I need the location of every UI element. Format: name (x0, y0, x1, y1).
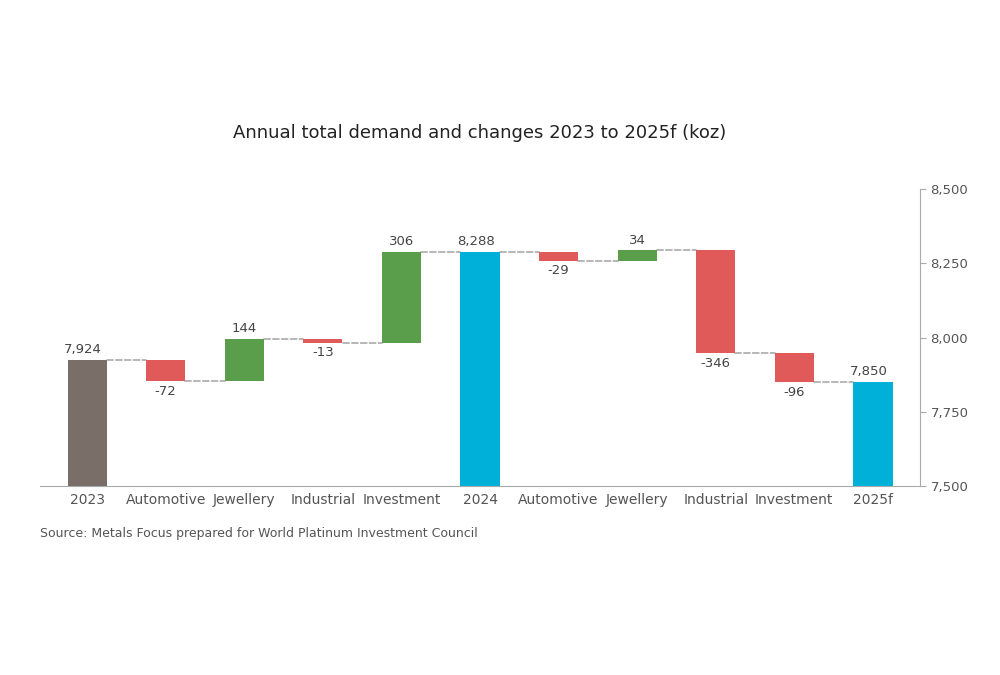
Text: 7,924: 7,924 (64, 343, 102, 356)
Text: -346: -346 (701, 357, 731, 370)
Text: Annual total demand and changes 2023 to 2025f (koz): Annual total demand and changes 2023 to … (233, 124, 727, 142)
Bar (539, 252, 578, 261)
Text: -13: -13 (312, 346, 334, 359)
Text: -29: -29 (548, 265, 569, 277)
Bar (68, 360, 107, 486)
Bar (460, 252, 500, 486)
Bar (225, 339, 264, 381)
Text: -96: -96 (784, 385, 805, 399)
Bar (696, 250, 735, 353)
Bar (146, 360, 185, 381)
Text: -72: -72 (155, 385, 177, 398)
Text: 144: 144 (232, 322, 257, 335)
Bar (382, 252, 421, 342)
Text: Source: Metals Focus prepared for World Platinum Investment Council: Source: Metals Focus prepared for World … (40, 526, 478, 539)
Bar (618, 250, 657, 261)
Text: 306: 306 (389, 235, 414, 248)
Text: 34: 34 (629, 234, 646, 246)
Bar (303, 339, 342, 342)
Bar (853, 382, 893, 486)
Text: 7,850: 7,850 (850, 365, 888, 378)
Bar (775, 353, 814, 382)
Text: 8,288: 8,288 (457, 235, 495, 248)
